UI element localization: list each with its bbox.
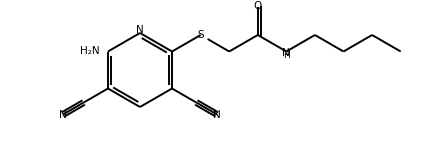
Text: O: O	[254, 1, 262, 11]
Text: S: S	[197, 30, 204, 40]
Text: N: N	[59, 110, 67, 120]
Text: H₂N: H₂N	[80, 46, 100, 57]
Text: N: N	[213, 110, 221, 120]
Text: N: N	[136, 25, 144, 35]
Text: N: N	[282, 49, 290, 58]
Text: H: H	[283, 52, 290, 61]
